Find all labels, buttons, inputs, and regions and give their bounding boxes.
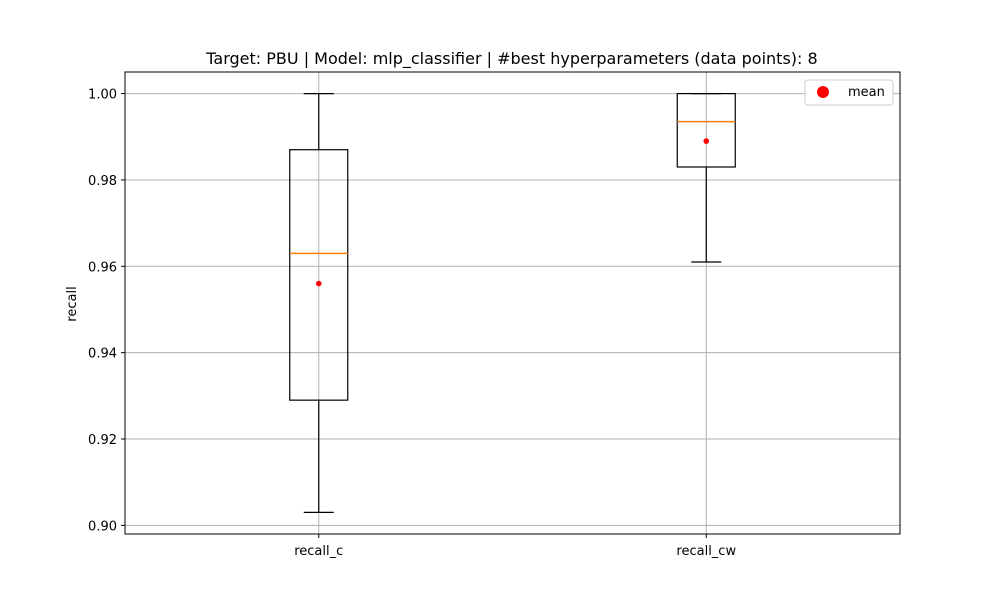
axis-ticks: 0.90 0.92 0.94 0.96 0.98 1.00 recall_c recall_c… <box>88 88 736 559</box>
y-axis-label: recall <box>65 286 80 321</box>
mean-marker <box>703 138 710 144</box>
iqr-box <box>676 92 736 168</box>
y-tick-label: 0.98 <box>88 174 117 189</box>
legend-mean-label: mean <box>848 85 885 100</box>
x-tick-label: recall_c <box>294 544 343 559</box>
mean-marker <box>315 280 322 287</box>
legend: mean <box>804 79 894 106</box>
box-recall_c <box>289 92 349 514</box>
y-tick-label: 0.96 <box>88 260 117 275</box>
legend-mean-marker <box>817 86 829 98</box>
legend-frame <box>804 79 894 106</box>
grid-lines <box>125 72 900 534</box>
y-tick-label: 0.94 <box>88 347 117 362</box>
plot-area-frame <box>124 71 901 535</box>
box-recall_cw <box>676 92 736 263</box>
x-tick-label: recall_cw <box>676 544 736 559</box>
y-tick-label: 1.00 <box>88 88 117 103</box>
y-tick-label: 0.90 <box>88 519 117 534</box>
y-tick-label: 0.92 <box>88 433 117 448</box>
chart-title: Target: PBU | Model: mlp_classifier | #b… <box>205 49 817 69</box>
iqr-box <box>289 149 349 401</box>
boxes <box>289 92 736 514</box>
